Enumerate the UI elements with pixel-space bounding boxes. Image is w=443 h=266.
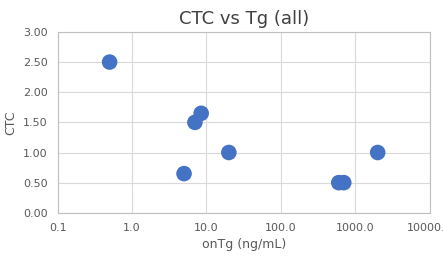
Y-axis label: CTC: CTC [4,110,18,135]
Title: CTC vs Tg (all): CTC vs Tg (all) [179,10,309,28]
Point [374,150,381,155]
Point [191,120,198,124]
Point [335,181,342,185]
Point [180,172,187,176]
Point [225,150,233,155]
Point [106,60,113,64]
X-axis label: onTg (ng/mL): onTg (ng/mL) [202,238,286,251]
Point [340,181,347,185]
Point [198,111,205,115]
